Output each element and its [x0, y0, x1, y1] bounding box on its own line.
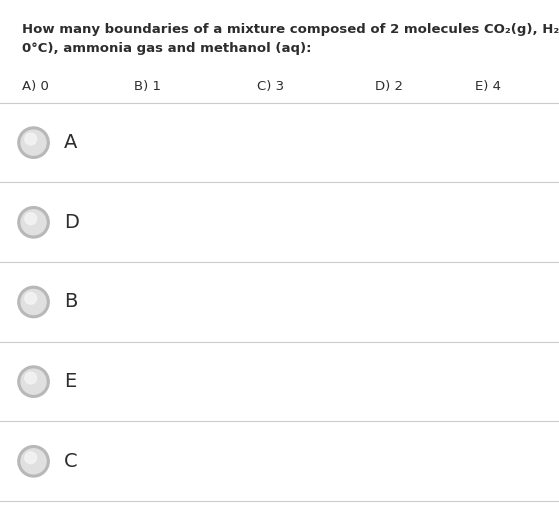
- Text: D: D: [64, 213, 79, 232]
- Ellipse shape: [21, 210, 46, 235]
- Text: C) 3: C) 3: [257, 80, 285, 93]
- Ellipse shape: [25, 452, 37, 464]
- Text: E) 4: E) 4: [475, 80, 501, 93]
- Text: C: C: [64, 452, 78, 471]
- Ellipse shape: [18, 286, 49, 318]
- Ellipse shape: [21, 369, 46, 394]
- Text: D) 2: D) 2: [375, 80, 402, 93]
- Ellipse shape: [25, 372, 37, 384]
- Ellipse shape: [18, 446, 49, 477]
- Text: A: A: [64, 133, 78, 152]
- Ellipse shape: [25, 213, 37, 225]
- Ellipse shape: [18, 366, 49, 397]
- Ellipse shape: [21, 449, 46, 474]
- Text: B) 1: B) 1: [134, 80, 161, 93]
- Ellipse shape: [21, 289, 46, 315]
- Ellipse shape: [25, 133, 37, 145]
- Text: E: E: [64, 372, 77, 391]
- Text: B: B: [64, 292, 78, 311]
- Ellipse shape: [25, 292, 37, 304]
- Ellipse shape: [21, 130, 46, 155]
- Text: A) 0: A) 0: [22, 80, 49, 93]
- Ellipse shape: [18, 127, 49, 158]
- Ellipse shape: [18, 207, 49, 238]
- Text: 0°C), ammonia gas and methanol (aq):: 0°C), ammonia gas and methanol (aq):: [22, 42, 312, 55]
- Text: How many boundaries of a mixture composed of 2 molecules CO₂(g), H₂O (at: How many boundaries of a mixture compose…: [22, 23, 559, 36]
